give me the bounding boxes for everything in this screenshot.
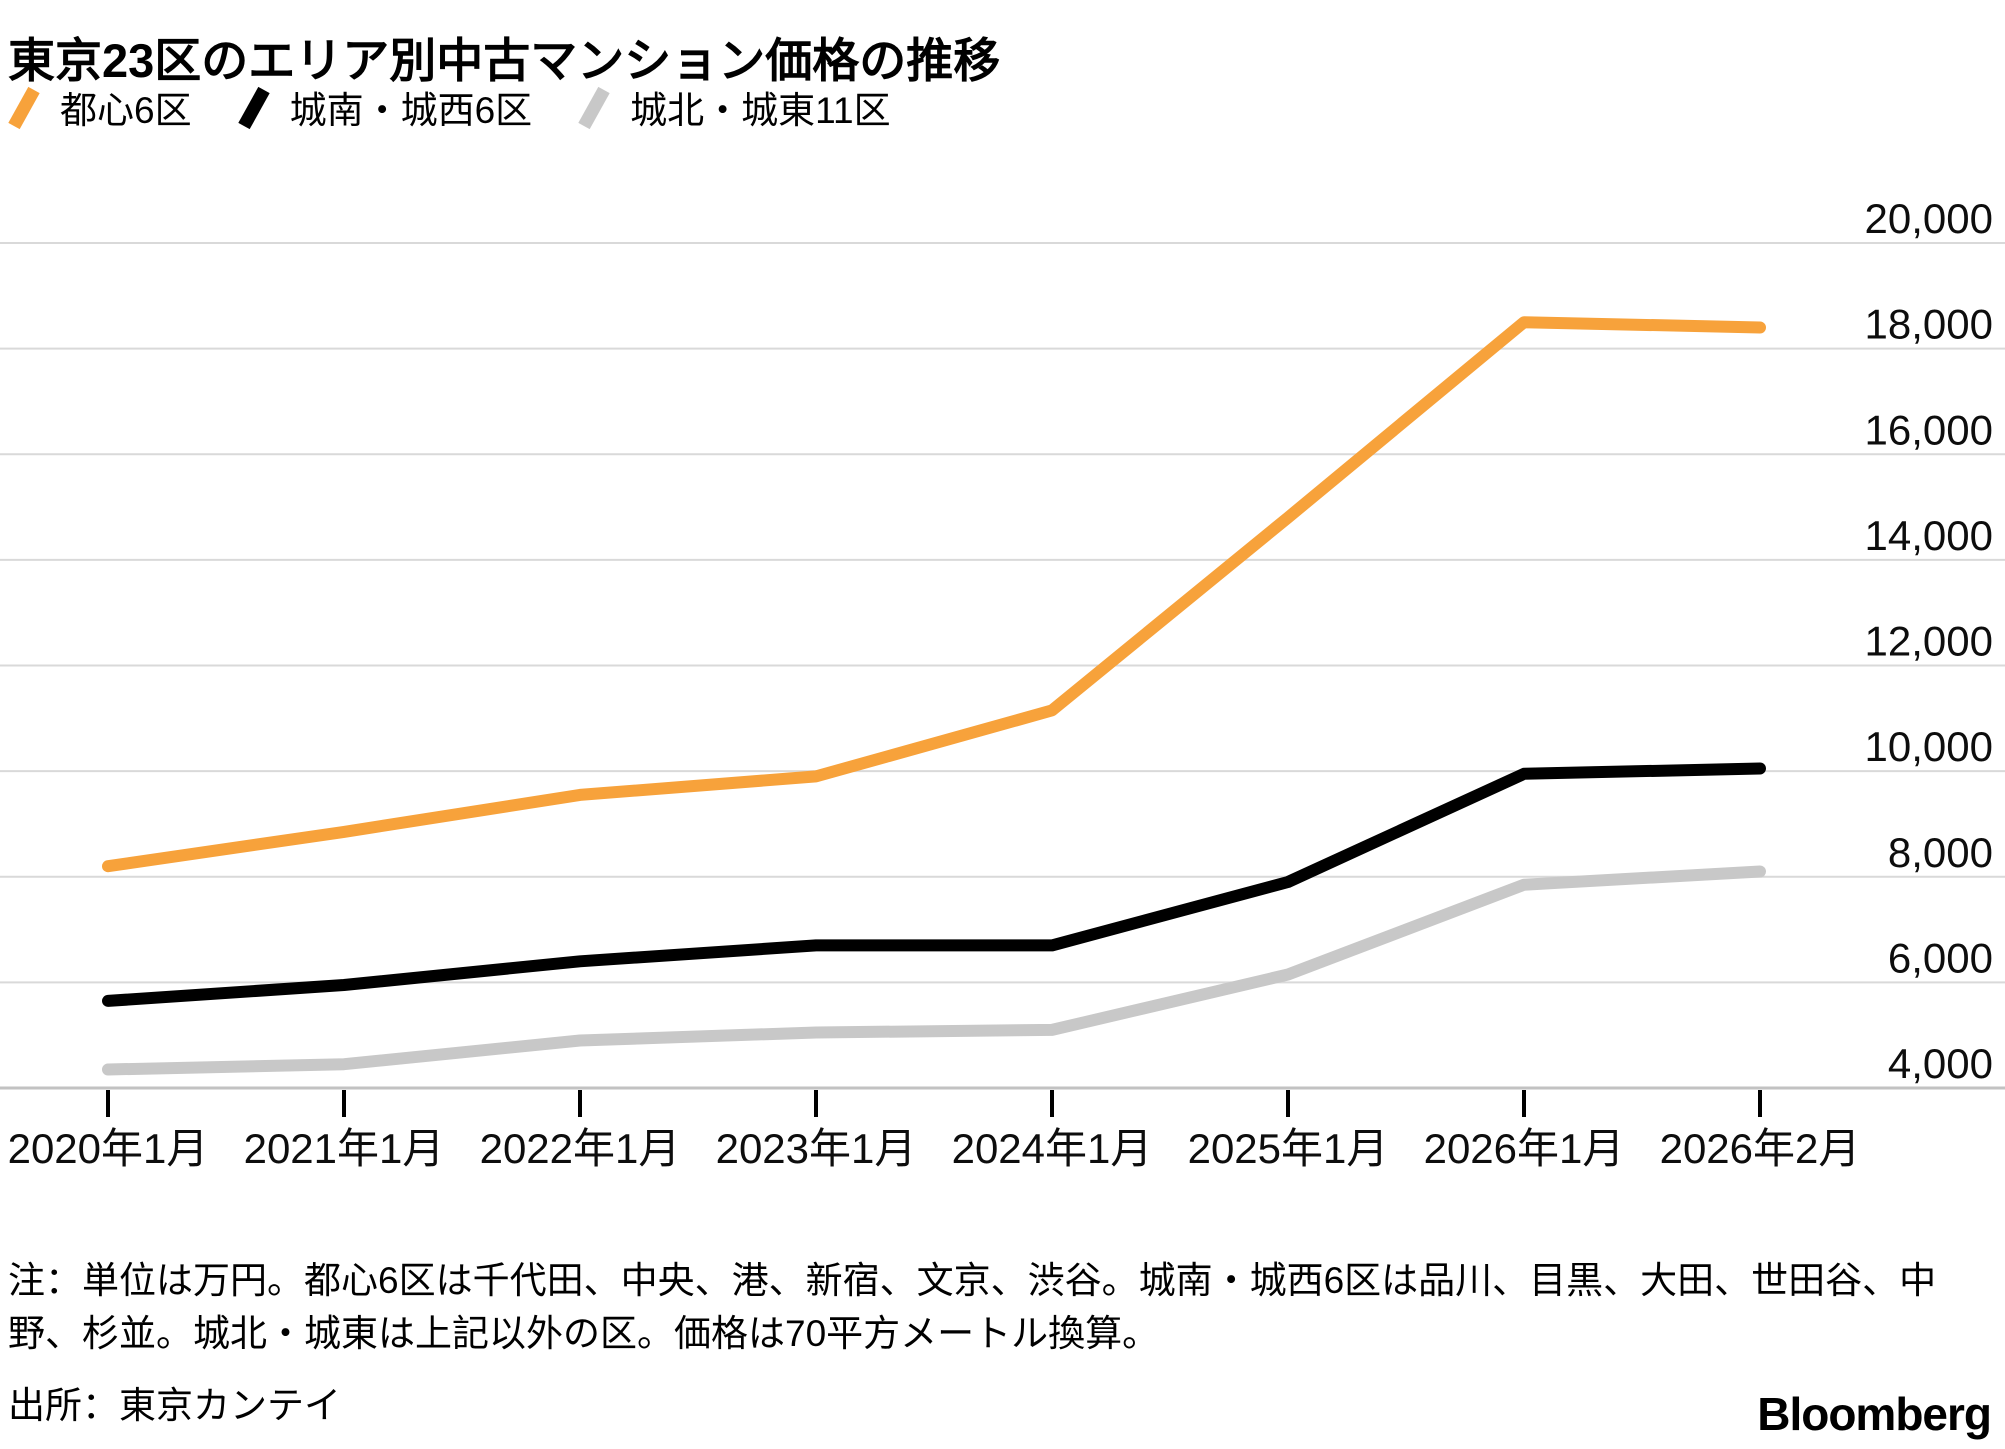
legend-item-toshin6: 都心6区 <box>8 80 192 134</box>
y-axis-label: 14,000 <box>1865 512 1993 559</box>
legend-item-jonan-josei6: 城南・城西6区 <box>237 80 533 134</box>
x-axis-label: 2021年1月 <box>244 1125 445 1172</box>
series-line-都心6区 <box>102 316 1766 873</box>
legend-label: 城北・城東11区 <box>630 90 891 131</box>
x-axis-label: 2020年1月 <box>8 1125 209 1172</box>
line-chart: 20,000 18,000 16,000 14,000 12,000 10,000 8,00… <box>0 195 2005 1172</box>
x-axis-label: 2022年1月 <box>480 1125 681 1172</box>
bloomberg-logo: Bloomberg <box>1757 1388 1992 1440</box>
x-axis-label: 2026年1月 <box>1424 1125 1625 1172</box>
series-line-城南・城西6区 <box>102 762 1766 1007</box>
y-axis-label: 12,000 <box>1865 618 1993 665</box>
y-axis-label: 20,000 <box>1865 195 1993 242</box>
source-label: 出所：東京カンテイ <box>8 1385 341 1426</box>
y-axis-label: 18,000 <box>1865 301 1993 348</box>
orange-line-swatch-icon <box>8 86 40 130</box>
y-axis-label: 16,000 <box>1865 406 1993 453</box>
footnote: 注：単位は万円。都心6区は千代田、中央、港、新宿、文京、渋谷。城南・城西6区は品… <box>8 1260 1937 1354</box>
y-axis-label: 6,000 <box>1888 934 1993 981</box>
y-axis-label: 4,000 <box>1888 1040 1993 1087</box>
y-axis-label: 8,000 <box>1888 829 1993 876</box>
x-axis-label: 2025年1月 <box>1188 1125 1389 1172</box>
x-axis-label: 2024年1月 <box>952 1125 1153 1172</box>
black-line-swatch-icon <box>237 86 270 130</box>
x-axis-label: 2026年2月 <box>1660 1125 1861 1172</box>
legend-label: 城南・城西6区 <box>289 90 533 131</box>
chart-legend: 都心6区 城南・城西6区 城北・城東11区 <box>8 80 891 134</box>
y-axis-label: 10,000 <box>1865 723 1993 770</box>
gray-line-swatch-icon <box>578 86 610 130</box>
series-line-城北・城東11区 <box>102 865 1766 1076</box>
x-axis-label: 2023年1月 <box>716 1125 917 1172</box>
legend-item-johoku-joto11: 城北・城東11区 <box>578 80 891 134</box>
legend-label: 都心6区 <box>60 90 192 131</box>
page-title: 東京23区のエリア別中古マンション価格の推移 <box>8 34 1001 88</box>
